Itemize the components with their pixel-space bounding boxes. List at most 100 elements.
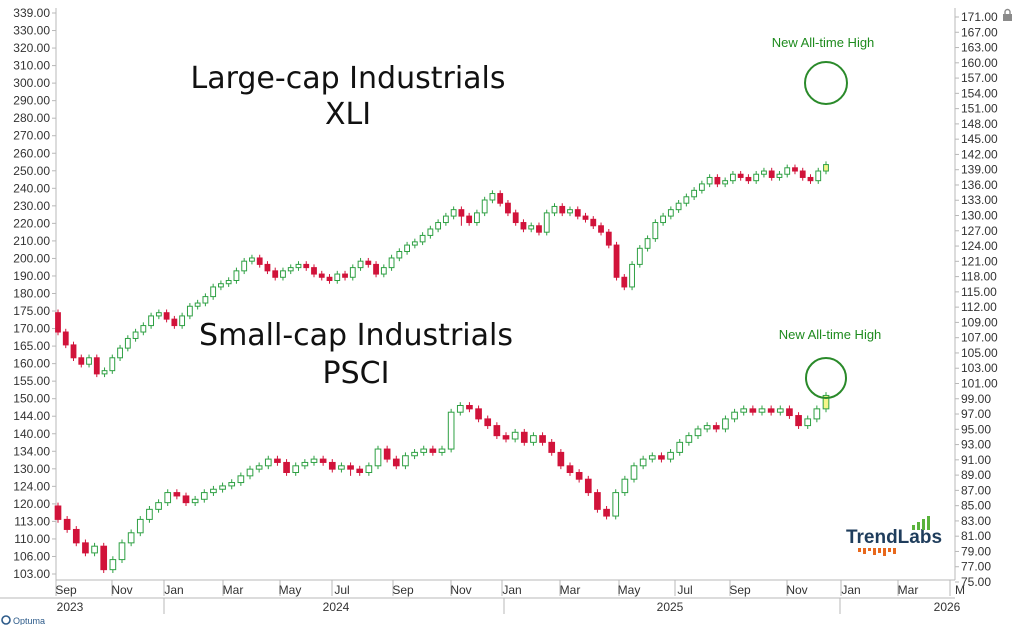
candle-body <box>804 418 812 427</box>
svg-text:Optuma: Optuma <box>13 616 45 625</box>
candle <box>698 180 705 194</box>
candle-body <box>127 532 135 544</box>
candle <box>675 200 682 213</box>
candle-body <box>683 196 690 204</box>
candle <box>731 408 738 423</box>
candle-body <box>639 458 647 467</box>
candle-body <box>310 458 318 463</box>
candle-body <box>62 331 69 346</box>
candle <box>303 261 310 271</box>
candle <box>520 428 528 446</box>
right-tick-label: 121.00 <box>961 254 998 268</box>
candle-body <box>792 167 798 172</box>
candle <box>328 459 336 473</box>
candle-body <box>101 370 108 375</box>
candle-body <box>91 545 98 554</box>
candle-body <box>155 312 162 317</box>
right-tick-label: 89.00 <box>961 468 991 482</box>
candle-body <box>584 478 592 494</box>
right-tick-label: 171.00 <box>961 10 998 24</box>
candle-body <box>319 458 327 463</box>
candle-body <box>714 176 721 185</box>
candle-body <box>566 465 574 473</box>
candle-body <box>559 205 566 214</box>
candle <box>584 475 592 496</box>
candle <box>481 196 488 217</box>
candle-body <box>78 357 85 365</box>
candle <box>807 174 814 184</box>
candle <box>365 462 373 476</box>
candle-body <box>117 347 123 359</box>
left-tick-label: 200.00 <box>13 251 50 265</box>
candle <box>295 261 302 271</box>
right-tick-label: 103.00 <box>961 361 998 375</box>
candle <box>225 277 232 287</box>
candle <box>450 206 457 220</box>
left-tick-label: 130.00 <box>13 462 50 476</box>
candle <box>660 212 666 226</box>
candle-body <box>652 222 659 240</box>
lock-icon[interactable] <box>1003 8 1012 22</box>
candle-body <box>767 408 775 413</box>
right-tick-label: 107.00 <box>961 331 998 345</box>
month-label: Jan <box>164 583 183 597</box>
candle <box>78 354 85 368</box>
candle <box>301 459 309 470</box>
candle-body <box>737 173 744 178</box>
candle <box>815 167 822 184</box>
left-tick-label: 175.00 <box>13 304 50 318</box>
year-label: 2023 <box>57 600 84 614</box>
candle <box>311 264 317 278</box>
candle <box>489 190 496 204</box>
candle <box>753 171 760 184</box>
candle <box>629 261 635 291</box>
candle-body <box>458 209 465 217</box>
svg-text:TrendLabs: TrendLabs <box>846 527 942 548</box>
right-tick-label: 79.00 <box>961 544 991 558</box>
candle-body <box>420 448 428 453</box>
candle <box>101 367 108 378</box>
candle-body <box>70 344 77 359</box>
candle <box>404 241 410 255</box>
candle <box>91 542 98 557</box>
month-label: Sep <box>55 583 77 597</box>
left-tick-label: 230.00 <box>13 199 50 213</box>
candle-body <box>173 492 181 497</box>
candle <box>557 449 565 470</box>
candle <box>776 405 784 416</box>
candle <box>804 415 812 429</box>
candle <box>54 502 62 523</box>
candle <box>551 203 558 217</box>
left-tick-label: 140.00 <box>13 427 50 441</box>
candle <box>283 459 290 476</box>
right-tick-label: 83.00 <box>961 514 991 528</box>
left-tick-label: 290.00 <box>13 94 50 108</box>
right-tick-label: 112.00 <box>961 300 997 314</box>
candle <box>813 405 821 423</box>
candle-body <box>435 222 442 230</box>
right-tick-label: 139.00 <box>961 163 998 177</box>
candle-body <box>272 270 279 278</box>
candle <box>191 495 199 506</box>
candle <box>548 439 556 456</box>
candle-body <box>603 508 610 517</box>
candle-body <box>256 257 263 265</box>
candle <box>374 445 382 470</box>
candle-body <box>163 312 170 320</box>
candle-body <box>388 257 395 269</box>
left-tick-label: 339.00 <box>13 6 50 20</box>
candle <box>63 516 71 533</box>
candle <box>658 452 665 463</box>
candle <box>429 445 437 456</box>
candle-body <box>807 176 814 182</box>
candle <box>356 465 364 476</box>
candle-body <box>82 542 89 554</box>
left-tick-label: 220.00 <box>13 216 50 230</box>
candle <box>140 322 147 336</box>
candle <box>613 241 620 281</box>
candle-body <box>148 315 154 327</box>
candle-body <box>228 482 236 487</box>
candle <box>505 200 511 217</box>
candle-body <box>292 465 300 473</box>
right-tick-label: 136.00 <box>961 178 998 192</box>
